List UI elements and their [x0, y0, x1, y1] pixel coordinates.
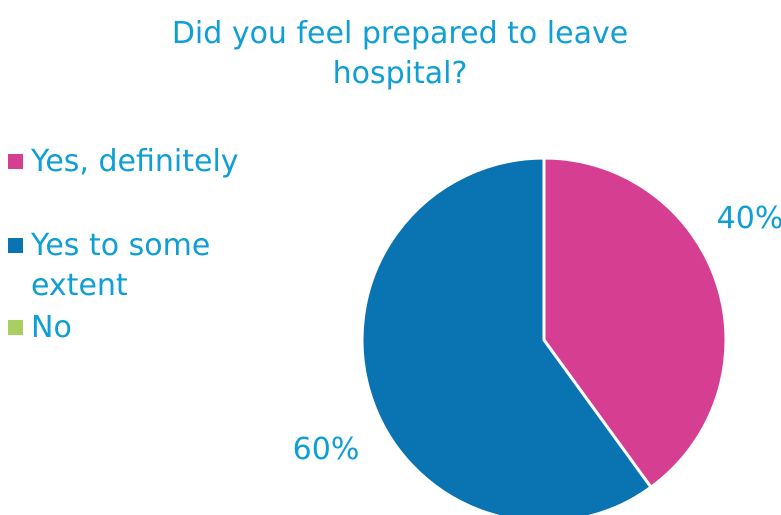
legend-swatch-yes-to-some-extent	[8, 238, 23, 253]
legend-swatch-no	[8, 320, 23, 335]
legend-label-yes-to-some-extent: Yes to some extent	[31, 228, 211, 303]
legend-label-no: No	[31, 310, 72, 345]
legend-item-yes-to-some-extent: Yes to some extent	[8, 226, 271, 306]
pie-slice-yes-definitely	[542, 156, 728, 489]
chart-title: Did you feel prepared to leave hospital?	[171, 16, 629, 91]
pie-slice-yes-to-some-extent	[360, 156, 653, 515]
legend-swatch-yes-definitely	[8, 154, 23, 169]
data-label-yes-to-some-extent: 60%	[293, 432, 360, 467]
legend-label-yes-definitely: Yes, definitely	[31, 144, 239, 179]
legend: Yes, definitely Yes to some extent No	[0, 0, 290, 515]
legend-item-yes-definitely: Yes, definitely	[8, 142, 271, 182]
legend-item-no: No	[8, 308, 271, 348]
data-label-yes-definitely: 40%	[717, 201, 781, 236]
